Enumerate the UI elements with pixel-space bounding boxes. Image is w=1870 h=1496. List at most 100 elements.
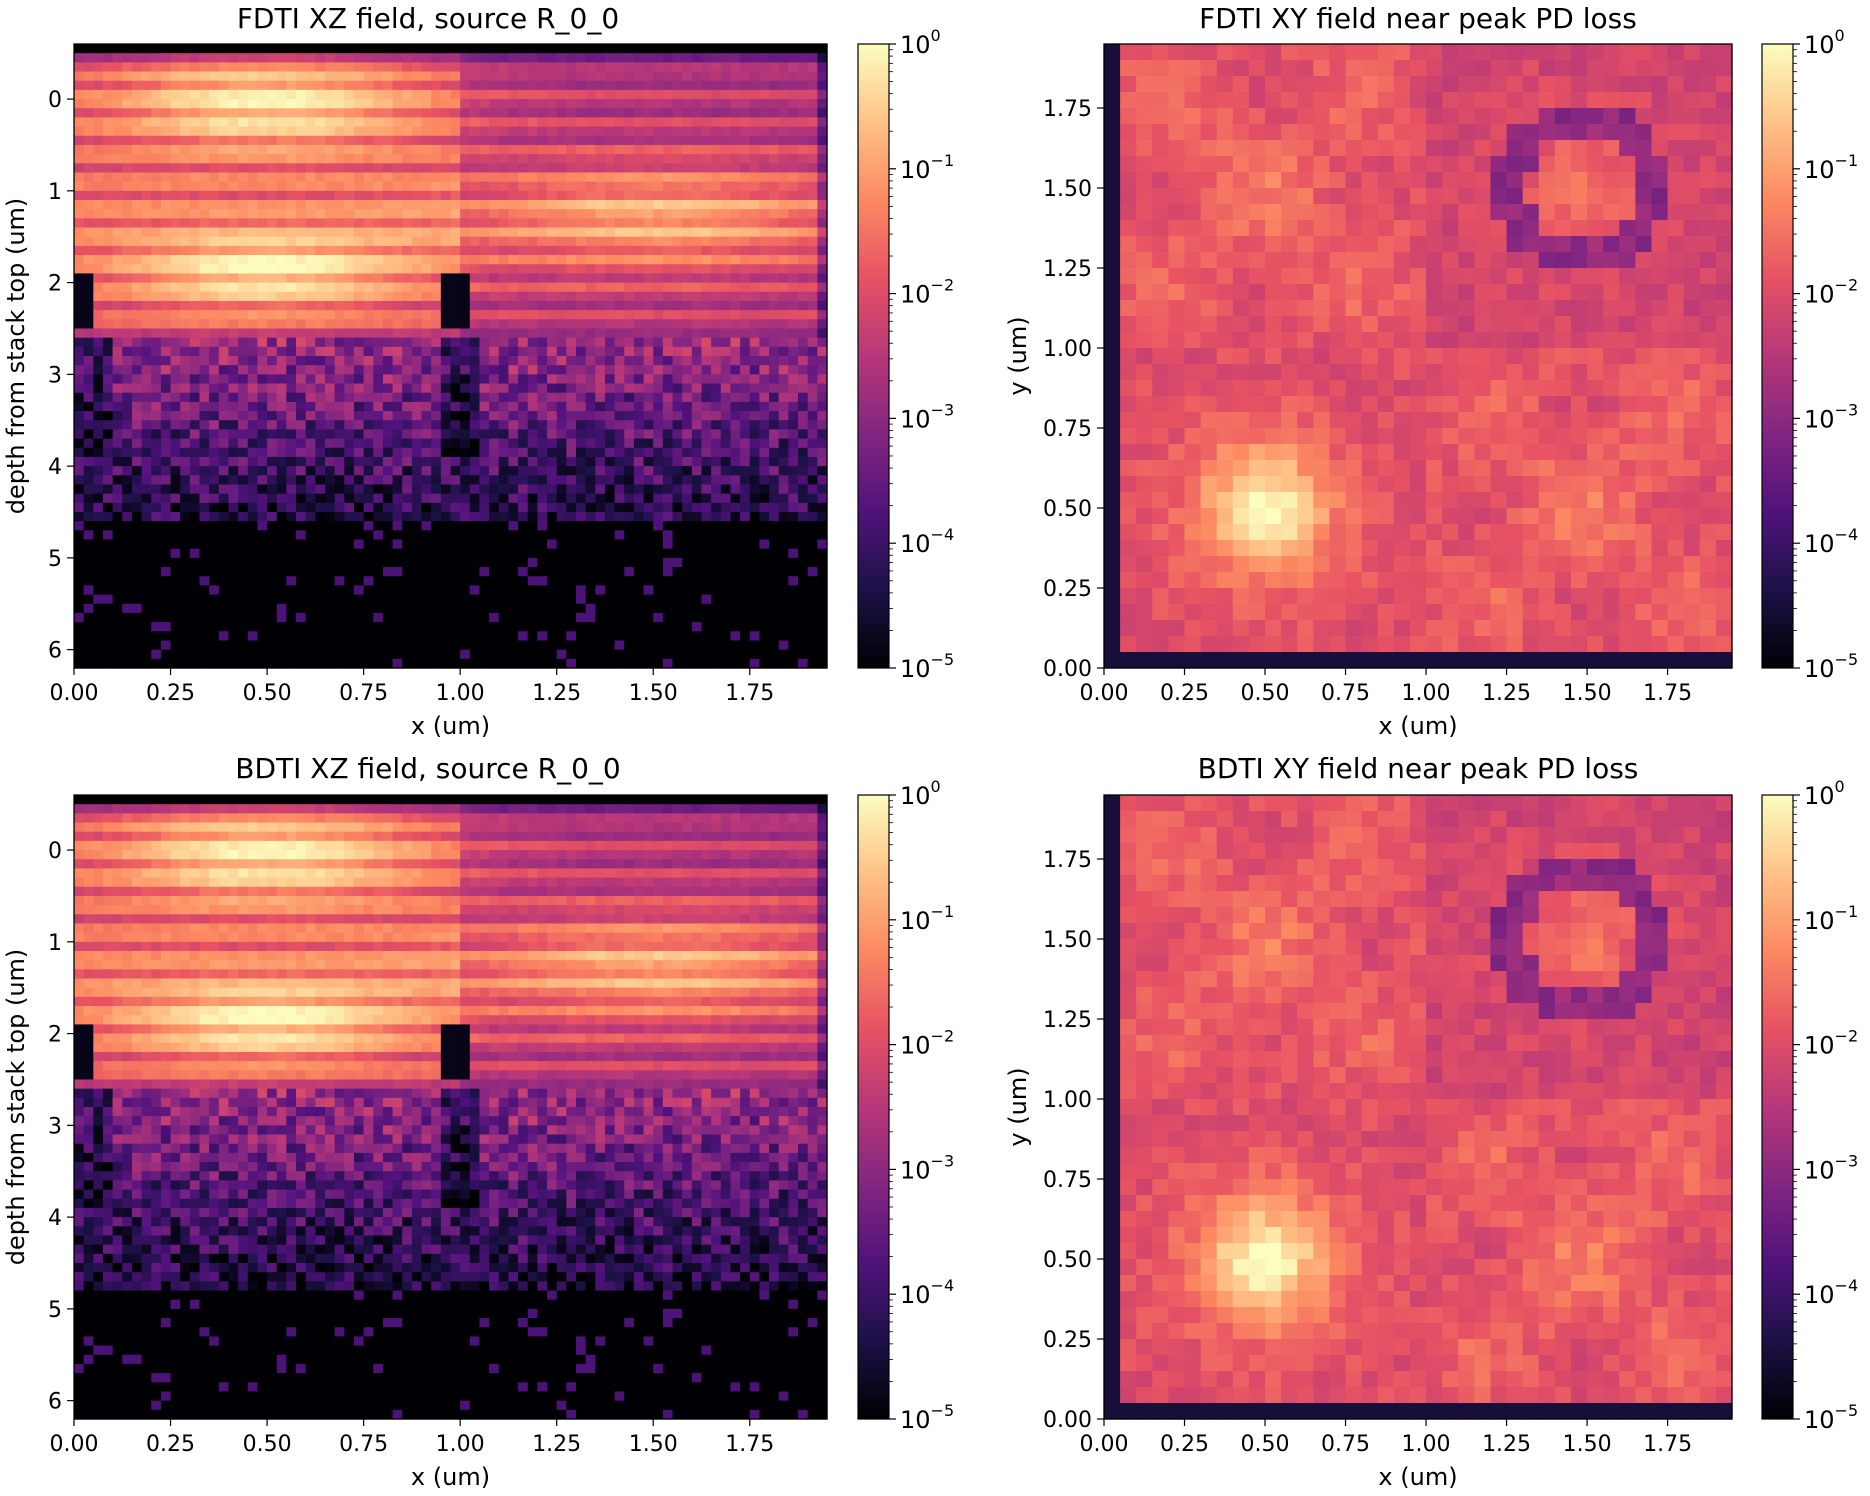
heatmap-cell xyxy=(411,475,423,486)
heatmap-cell xyxy=(537,585,548,596)
heatmap-cell xyxy=(141,429,152,440)
heatmap-cell xyxy=(643,567,654,577)
heatmap-cell xyxy=(740,447,751,458)
heatmap-cell xyxy=(238,456,249,467)
heatmap-cell xyxy=(556,548,567,559)
heatmap-cell xyxy=(373,475,384,486)
heatmap-cell xyxy=(160,466,172,476)
heatmap-cell xyxy=(720,310,732,320)
heatmap-cell xyxy=(730,401,741,412)
heatmap-cell xyxy=(344,181,355,192)
heatmap-cell xyxy=(711,190,722,201)
heatmap-cell xyxy=(556,245,567,256)
heatmap-cell xyxy=(402,245,413,256)
heatmap-cell xyxy=(112,374,123,385)
heatmap-cell xyxy=(691,429,703,440)
heatmap-cell xyxy=(740,356,751,366)
heatmap-cell xyxy=(402,319,413,330)
heatmap-cell xyxy=(296,108,307,119)
heatmap-cell xyxy=(141,218,152,229)
heatmap-cell xyxy=(720,99,732,109)
heatmap-cell xyxy=(479,594,490,605)
heatmap-cell xyxy=(151,62,162,73)
heatmap-cell xyxy=(421,346,432,357)
heatmap-cell xyxy=(276,521,287,531)
heatmap-cell xyxy=(759,144,770,155)
heatmap-cell xyxy=(122,218,133,229)
heatmap-cell xyxy=(411,383,423,394)
heatmap-cell xyxy=(363,631,374,642)
heatmap-cell xyxy=(102,300,114,311)
heatmap-cell xyxy=(411,631,423,642)
heatmap-cell xyxy=(769,456,780,467)
heatmap-cell xyxy=(209,576,220,587)
heatmap-cell xyxy=(498,255,510,265)
heatmap-cell xyxy=(286,255,297,265)
heatmap-cell xyxy=(180,209,191,219)
heatmap-cell xyxy=(102,649,114,660)
heatmap-cell xyxy=(286,475,297,486)
heatmap-cell xyxy=(228,512,239,522)
heatmap-cell xyxy=(392,429,403,440)
heatmap-cell xyxy=(180,493,191,504)
heatmap-cell xyxy=(653,282,664,293)
heatmap-cell xyxy=(711,429,722,440)
heatmap-cell xyxy=(450,319,461,330)
heatmap-cell xyxy=(131,466,143,476)
heatmap-cell xyxy=(363,62,374,73)
heatmap-cell xyxy=(305,548,316,559)
heatmap-cell xyxy=(749,319,761,330)
heatmap-cell xyxy=(691,530,703,541)
heatmap-cell xyxy=(286,374,297,385)
heatmap-cell xyxy=(305,512,316,522)
heatmap-cell xyxy=(305,612,316,623)
heatmap-cell xyxy=(160,411,172,421)
heatmap-cell xyxy=(691,218,703,229)
heatmap-cell xyxy=(411,181,423,192)
heatmap-cell xyxy=(672,567,683,577)
heatmap-cell xyxy=(585,337,596,348)
heatmap-cell xyxy=(460,227,471,238)
heatmap-cell xyxy=(411,603,423,614)
heatmap-cell xyxy=(151,264,162,275)
heatmap-cell xyxy=(769,649,780,660)
heatmap-cell xyxy=(334,71,345,82)
heatmap-cell xyxy=(218,346,230,357)
heatmap-cell xyxy=(392,622,403,632)
heatmap-cell xyxy=(479,53,490,63)
heatmap-cell xyxy=(276,346,287,357)
heatmap-cell xyxy=(93,181,104,192)
heatmap-cell xyxy=(296,273,307,284)
heatmap-cell xyxy=(778,71,789,82)
heatmap-cell xyxy=(720,557,732,568)
heatmap-cell xyxy=(547,447,558,458)
heatmap-cell xyxy=(411,438,423,449)
heatmap-cell xyxy=(247,420,259,431)
heatmap-cell xyxy=(604,200,616,210)
heatmap-cell xyxy=(778,300,789,311)
heatmap-cell xyxy=(209,53,220,63)
heatmap-cell xyxy=(363,374,374,385)
heatmap-cell xyxy=(508,209,519,219)
heatmap-cell xyxy=(518,658,529,669)
heatmap-cell xyxy=(189,484,201,495)
heatmap-cell xyxy=(315,337,326,348)
heatmap-cell xyxy=(402,117,413,128)
heatmap-cell xyxy=(199,319,210,330)
heatmap-cell xyxy=(353,245,365,256)
heatmap-cell xyxy=(199,530,210,541)
heatmap-cell xyxy=(151,521,162,531)
heatmap-cell xyxy=(489,640,500,651)
heatmap-cell xyxy=(556,80,567,91)
heatmap-cell xyxy=(267,71,278,82)
heatmap-cell xyxy=(315,62,326,73)
heatmap-cell xyxy=(547,603,558,614)
heatmap-cell xyxy=(93,649,104,660)
heatmap-cell xyxy=(74,356,85,366)
heatmap-cell xyxy=(711,365,722,375)
heatmap-cell xyxy=(604,374,616,385)
heatmap-cell xyxy=(334,135,345,146)
heatmap-cell xyxy=(682,291,693,302)
heatmap-cell xyxy=(257,631,268,642)
heatmap-cell xyxy=(344,300,355,311)
